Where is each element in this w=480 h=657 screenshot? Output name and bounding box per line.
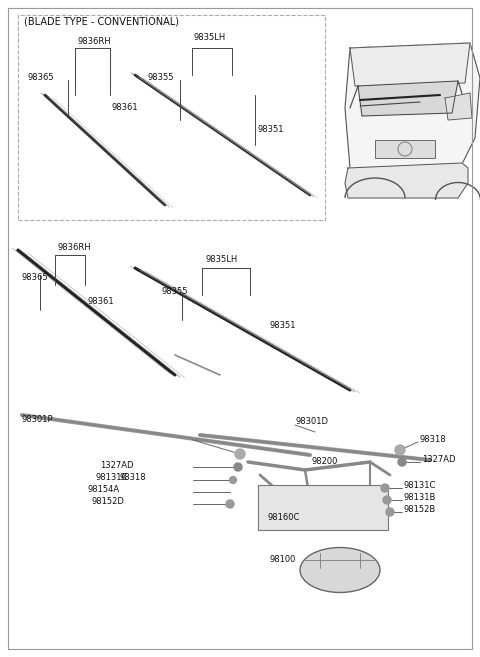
Text: 98131C: 98131C [95, 474, 127, 482]
Text: 98131B: 98131B [404, 493, 436, 503]
Text: 98365: 98365 [27, 74, 54, 83]
Circle shape [381, 484, 389, 492]
Text: 98152D: 98152D [92, 497, 125, 507]
Text: 9836RH: 9836RH [77, 37, 110, 47]
Text: 98152B: 98152B [404, 505, 436, 514]
Text: 98154A: 98154A [88, 486, 120, 495]
Circle shape [229, 476, 237, 484]
Polygon shape [350, 43, 470, 86]
Circle shape [226, 500, 234, 508]
Circle shape [383, 496, 391, 504]
Text: 98301D: 98301D [296, 417, 329, 426]
Text: (BLADE TYPE - CONVENTIONAL): (BLADE TYPE - CONVENTIONAL) [24, 17, 179, 27]
Text: 98318: 98318 [420, 436, 446, 445]
Text: 98200: 98200 [312, 457, 338, 466]
Polygon shape [358, 81, 458, 116]
Text: 1327AD: 1327AD [422, 455, 456, 464]
Text: 98351: 98351 [258, 125, 285, 135]
FancyBboxPatch shape [258, 485, 388, 530]
Text: 98131C: 98131C [404, 482, 436, 491]
Text: 98355: 98355 [148, 74, 175, 83]
Polygon shape [445, 93, 472, 120]
Text: 98160C: 98160C [268, 514, 300, 522]
Text: 9835LH: 9835LH [205, 256, 237, 265]
Bar [375, 140, 435, 158]
Bar [18, 15, 325, 220]
Circle shape [235, 449, 245, 459]
Circle shape [398, 458, 406, 466]
Text: 98355: 98355 [162, 288, 189, 296]
Text: 98365: 98365 [22, 273, 48, 281]
Text: 98318: 98318 [120, 474, 146, 482]
Text: 98361: 98361 [112, 104, 139, 112]
Text: 9835LH: 9835LH [194, 34, 226, 43]
Text: 98100: 98100 [270, 556, 296, 564]
Text: 98351: 98351 [270, 321, 297, 330]
Circle shape [234, 463, 242, 471]
Polygon shape [345, 163, 468, 198]
Circle shape [386, 508, 394, 516]
Text: 98361: 98361 [87, 298, 114, 307]
Polygon shape [345, 43, 480, 168]
Ellipse shape [300, 547, 380, 593]
Text: 1327AD: 1327AD [100, 461, 133, 470]
Circle shape [395, 445, 405, 455]
Text: 9836RH: 9836RH [58, 242, 92, 252]
Text: 98301P: 98301P [22, 415, 54, 424]
